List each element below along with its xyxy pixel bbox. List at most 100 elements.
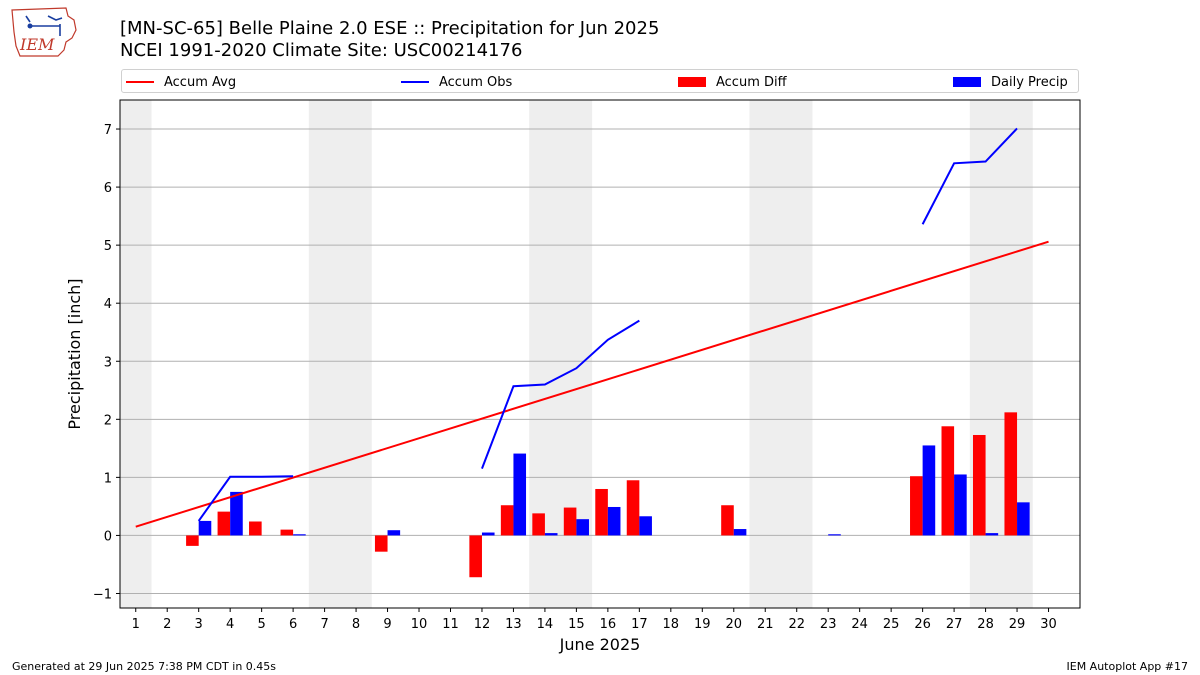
accum-diff-bar [374, 535, 388, 552]
accum-diff-bar [280, 529, 294, 536]
y-tick-label: 0 [104, 529, 112, 544]
x-tick-label: 22 [788, 617, 805, 632]
daily-precip-bar [954, 474, 967, 536]
iem-logo: IEM [8, 6, 80, 60]
x-tick-label: 19 [694, 617, 711, 632]
logo-text: IEM [19, 35, 55, 54]
x-tick-label: 18 [663, 617, 680, 632]
accum-obs-line [921, 127, 1018, 225]
accum-diff-bar [721, 505, 734, 536]
x-tick-label: 21 [757, 617, 774, 632]
y-axis-title: Precipitation [inch] [65, 278, 84, 429]
x-tick-label: 26 [914, 617, 931, 632]
daily-precip-bar [607, 506, 621, 536]
accum-diff-bar [532, 513, 545, 536]
daily-precip-bar [576, 519, 589, 536]
x-tick-label: 15 [568, 617, 585, 632]
legend-label-daily-precip: Daily Precip [991, 74, 1068, 90]
accum-diff-bar [500, 505, 514, 536]
daily-precip-bar [733, 529, 747, 536]
legend-swatch-accum-diff [678, 77, 706, 87]
footer-generated: Generated at 29 Jun 2025 7:38 PM CDT in … [12, 660, 277, 673]
x-tick-label: 6 [289, 617, 297, 632]
daily-precip-bar [1017, 502, 1030, 536]
legend-swatch-accum-avg [126, 81, 154, 83]
daily-precip-bar [293, 534, 306, 536]
chart-title: [MN-SC-65] Belle Plaine 2.0 ESE :: Preci… [120, 18, 660, 39]
legend-swatch-accum-obs [401, 81, 429, 83]
y-tick-label: 3 [104, 355, 112, 370]
x-tick-label: 28 [977, 617, 994, 632]
y-tick-label: 2 [104, 413, 112, 428]
x-tick-label: 14 [537, 617, 554, 632]
accum-diff-bar [563, 507, 577, 536]
weekend-shade [308, 100, 372, 608]
x-tick-label: 24 [851, 617, 868, 632]
x-tick-label: 13 [505, 617, 522, 632]
daily-precip-bar [544, 533, 558, 536]
x-tick-label: 2 [163, 617, 171, 632]
daily-precip-bar [513, 453, 527, 536]
y-tick-label: −1 [93, 587, 112, 602]
legend-item-accum-obs: Accum Obs [401, 73, 512, 91]
x-tick-label: 10 [411, 617, 428, 632]
accum-diff-bar [626, 480, 640, 536]
daily-precip-bar [828, 534, 841, 536]
daily-precip-bar [922, 445, 936, 536]
legend-label-accum-obs: Accum Obs [439, 74, 513, 90]
weekend-shade [749, 100, 813, 608]
accum-obs-line [481, 319, 640, 470]
accum-diff-bar [910, 476, 923, 536]
daily-precip-bar [481, 532, 495, 536]
y-tick-label: 5 [104, 239, 112, 254]
y-tick-label: 1 [104, 471, 112, 486]
x-tick-label: 11 [442, 617, 459, 632]
x-tick-label: 12 [474, 617, 491, 632]
x-axis-title: June 2025 [559, 635, 641, 654]
accum-diff-bar [595, 488, 608, 536]
accum-obs-line [197, 475, 294, 522]
legend-item-accum-avg: Accum Avg [126, 73, 236, 91]
accum-diff-bar [186, 535, 199, 546]
accum-diff-bar [1004, 412, 1018, 536]
plot-frame [119, 99, 1081, 609]
x-tick-label: 27 [946, 617, 963, 632]
x-tick-label: 1 [132, 617, 140, 632]
legend-item-daily-precip: Daily Precip [953, 73, 1068, 91]
daily-precip-bar [198, 520, 212, 536]
x-tick-label: 25 [883, 617, 900, 632]
chart-subtitle: NCEI 1991-2020 Climate Site: USC00214176 [120, 40, 523, 61]
daily-precip-bar [230, 491, 243, 536]
x-tick-label: 17 [631, 617, 648, 632]
legend-item-accum-diff: Accum Diff [678, 73, 787, 91]
x-tick-label: 8 [352, 617, 360, 632]
x-tick-label: 23 [820, 617, 837, 632]
y-tick-label: 7 [104, 123, 112, 138]
legend-swatch-daily-precip [953, 77, 981, 87]
legend-label-accum-avg: Accum Avg [164, 74, 237, 90]
daily-precip-bar [387, 530, 401, 536]
iem-logo-icon: IEM [11, 7, 77, 57]
accum-diff-bar [249, 521, 262, 536]
legend: Accum Avg Accum Obs Accum Diff Daily Pre… [121, 69, 1079, 93]
x-tick-label: 4 [226, 617, 234, 632]
daily-precip-bar [639, 516, 652, 536]
x-tick-label: 9 [383, 617, 391, 632]
accum-diff-bar [972, 434, 986, 536]
daily-precip-bar [985, 533, 999, 536]
accum-diff-bar [941, 426, 955, 536]
accum-avg-line [135, 240, 1049, 528]
x-tick-label: 16 [600, 617, 617, 632]
legend-label-accum-diff: Accum Diff [716, 74, 787, 90]
footer-app: IEM Autoplot App #17 [1066, 660, 1189, 673]
x-tick-label: 29 [1009, 617, 1026, 632]
x-tick-label: 30 [1040, 617, 1057, 632]
accum-diff-bar [469, 535, 482, 578]
y-tick-label: 4 [104, 297, 112, 312]
x-tick-label: 5 [257, 617, 265, 632]
x-tick-label: 20 [725, 617, 742, 632]
weekend-shade [120, 100, 152, 608]
y-tick-label: 6 [104, 181, 112, 196]
accum-diff-bar [217, 511, 231, 536]
